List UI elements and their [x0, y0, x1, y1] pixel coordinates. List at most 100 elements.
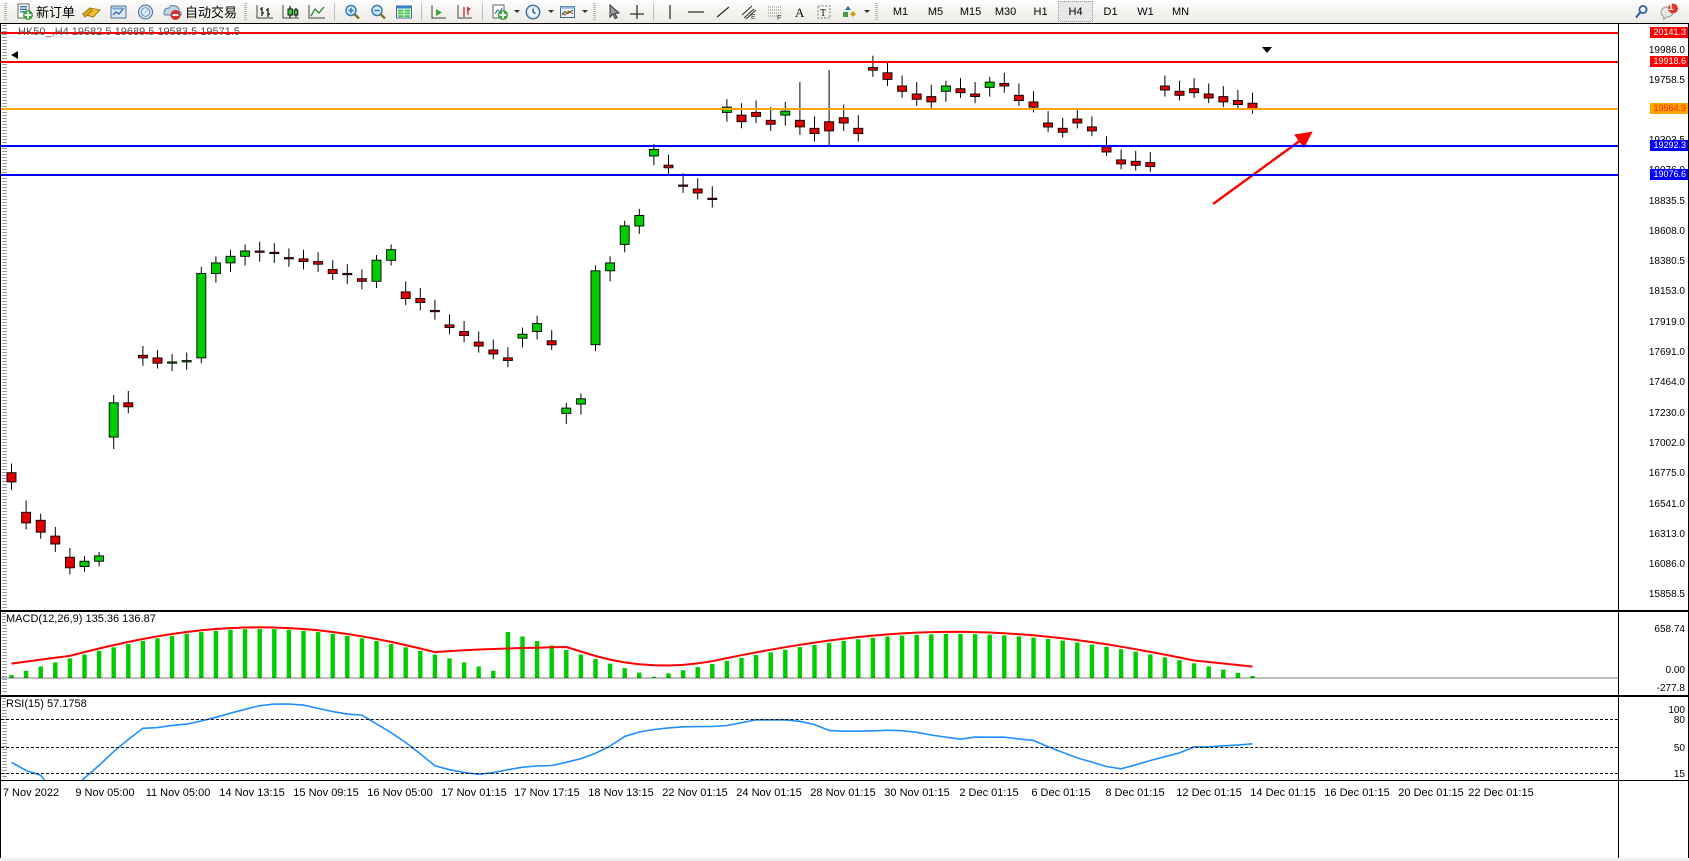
level-line-support-lower[interactable] [1, 174, 1618, 176]
level-line-pivot[interactable] [1, 108, 1618, 110]
price-tag-support-lower[interactable]: 19076.6 [1650, 169, 1688, 180]
navigator-button[interactable] [132, 1, 159, 22]
macd-plot-area[interactable] [1, 612, 1618, 695]
pane-grip[interactable] [2, 25, 7, 609]
toolbar-grip-3[interactable] [591, 2, 600, 21]
cursor-button[interactable] [601, 1, 625, 22]
chart-workspace[interactable]: HK50_,H4 19582.5 19689.5 19583.5 19571.5… [0, 23, 1689, 861]
new-order-button[interactable]: 新订单 [12, 1, 78, 22]
bar-chart-button[interactable] [252, 1, 278, 22]
price-tick: 17691.0 [1648, 347, 1685, 358]
timeframe-d1[interactable]: D1 [1103, 5, 1118, 18]
rsi-plot-area[interactable] [1, 697, 1618, 780]
auto-scroll-button[interactable] [452, 1, 478, 22]
price-plot-area[interactable] [1, 24, 1618, 610]
macd-pane-grip[interactable] [2, 613, 7, 694]
zoom-in-icon [345, 4, 360, 19]
new-chart-icon [492, 4, 509, 20]
price-tag-support-upper[interactable]: 19292.3 [1650, 140, 1688, 151]
price-tick: 16313.0 [1648, 529, 1685, 540]
toolbar-separator [334, 2, 336, 21]
rsi-level-80 [1, 719, 1618, 720]
zoom-in-button[interactable] [339, 1, 365, 22]
price-tick: 19758.5 [1648, 75, 1685, 86]
new-chart-dropdown[interactable] [512, 3, 521, 21]
svg-text:F: F [777, 15, 781, 21]
crosshair-button[interactable] [625, 1, 649, 22]
timeframe-h4[interactable]: H4 [1058, 1, 1094, 22]
vertical-line-button[interactable] [658, 1, 682, 22]
price-tag-resistance-lower[interactable]: 19918.6 [1650, 56, 1688, 67]
toolbar-separator-4 [653, 2, 655, 21]
terminal-button[interactable] [105, 1, 132, 22]
timeframe-mn[interactable]: MN [1171, 5, 1190, 18]
new-chart-button[interactable] [487, 1, 512, 22]
rsi-level-15 [1, 773, 1618, 774]
price-tag-pivot[interactable]: 19564.9 [1650, 103, 1688, 114]
wallet-button[interactable] [78, 1, 105, 22]
rsi-tick: 50 [1673, 743, 1685, 754]
alerts-count: 1 [1668, 2, 1674, 13]
timeframe-m1[interactable]: M1 [892, 5, 909, 18]
fibonacci-button[interactable]: F [762, 1, 788, 22]
time-tick: 20 Dec 01:15 [1398, 787, 1464, 799]
timeframe-m15[interactable]: M15 [959, 5, 982, 18]
line-chart-button[interactable] [304, 1, 330, 22]
equidistant-channel-icon: E [741, 5, 757, 21]
timeframe-h1[interactable]: H1 [1033, 5, 1048, 18]
toolbar-grip[interactable] [2, 2, 10, 21]
period-dropdown[interactable] [546, 3, 555, 21]
search-button[interactable] [1629, 1, 1655, 22]
shift-end-button[interactable] [426, 1, 452, 22]
timeframe-m30[interactable]: M30 [994, 5, 1017, 18]
terminal-icon [110, 5, 127, 18]
trend-line-icon [716, 6, 730, 17]
shapes-button[interactable] [836, 1, 862, 22]
toolbar-grip-4[interactable] [873, 2, 882, 21]
alerts-button[interactable]: 1 [1655, 1, 1683, 22]
auto-scroll-icon [457, 4, 473, 18]
fibonacci-icon: F [768, 6, 781, 21]
period-button[interactable] [521, 1, 546, 22]
macd-scale[interactable]: 658.74 0.00 -277.8 [1618, 612, 1688, 695]
data-window-button[interactable] [391, 1, 417, 22]
candle-chart-button[interactable] [278, 1, 304, 22]
time-tick: 11 Nov 05:00 [145, 787, 211, 799]
rsi-pane[interactable]: RSI(15) 57.1758 100 80 50 15 [0, 696, 1689, 781]
price-scale[interactable]: 19986.0 19758.5 19531.0 19303.5 19076.0 … [1618, 24, 1688, 610]
level-line-support-upper[interactable] [1, 145, 1618, 147]
toolbar-separator-2 [421, 2, 423, 21]
search-icon [1635, 4, 1648, 18]
text-button[interactable]: A [788, 1, 812, 22]
price-tag-resistance-upper[interactable]: 20141.3 [1650, 27, 1688, 38]
time-axis[interactable]: 7 Nov 2022 9 Nov 05:00 11 Nov 05:00 14 Nov … [0, 781, 1689, 861]
horizontal-line-button[interactable] [682, 1, 710, 22]
text-label-button[interactable]: T [812, 1, 836, 22]
autotrading-icon [163, 4, 182, 20]
auto-trading-button[interactable]: 自动交易 [159, 1, 240, 22]
shapes-dropdown[interactable] [862, 3, 871, 21]
rsi-pane-grip[interactable] [2, 698, 7, 779]
templates-button[interactable] [555, 1, 580, 22]
level-line-resistance-lower[interactable] [1, 61, 1618, 63]
zoom-out-button[interactable] [365, 1, 391, 22]
time-tick: 22 Nov 01:15 [662, 787, 728, 799]
symbol-ohlc-label: HK50_,H4 19582.5 19689.5 19583.5 19571.5 [18, 26, 241, 38]
level-line-resistance-upper[interactable] [1, 32, 1618, 34]
bullish-arrow[interactable] [1, 24, 1618, 610]
macd-pane[interactable]: MACD(12,26,9) 135.36 136.87 658.74 0.00 … [0, 611, 1689, 696]
rsi-label: RSI(15) 57.1758 [6, 698, 90, 710]
period-clock-icon [525, 4, 541, 19]
chart-anchor-icon [11, 51, 18, 59]
timeframe-w1[interactable]: W1 [1137, 5, 1154, 18]
trend-line-button[interactable] [710, 1, 736, 22]
price-pane[interactable]: HK50_,H4 19582.5 19689.5 19583.5 19571.5… [0, 23, 1689, 611]
templates-dropdown[interactable] [580, 3, 589, 21]
chart-navigation-arrow-icon[interactable] [1262, 47, 1272, 53]
timeframe-m5[interactable]: M5 [927, 5, 944, 18]
text-icon: A [795, 5, 805, 20]
rsi-scale[interactable]: 100 80 50 15 [1618, 697, 1688, 780]
equidistant-channel-button[interactable]: E [736, 1, 762, 22]
price-tick: 17230.0 [1648, 408, 1685, 419]
toolbar-grip-2[interactable] [242, 2, 251, 21]
